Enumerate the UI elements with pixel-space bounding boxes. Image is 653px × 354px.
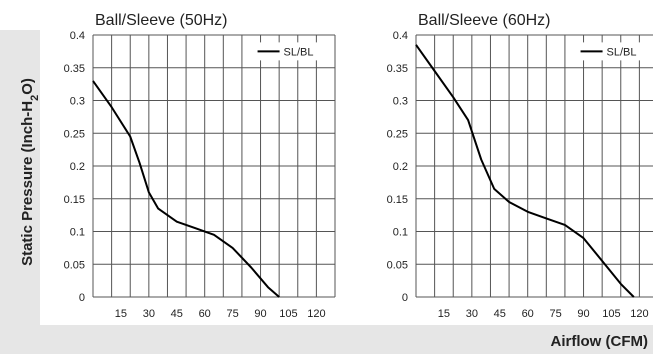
y-tick-label: 0.35 xyxy=(387,63,408,75)
series-line xyxy=(415,44,635,298)
y-tick-label: 0 xyxy=(79,292,85,304)
x-tick-label: 120 xyxy=(630,308,648,320)
y-tick-label: 0.2 xyxy=(393,161,408,173)
bottom-band xyxy=(0,325,653,354)
x-tick-label: 60 xyxy=(522,308,534,320)
background-bands xyxy=(0,30,653,354)
chart-panel-2: 0.4 0.35 0.3 0.25 0.2 0.15 0.1 0.05 0 15 30 45 60 75 9… xyxy=(387,12,653,320)
x-tick-label: 30 xyxy=(143,308,155,320)
y-tick-label: 0.2 xyxy=(70,161,85,173)
x-tick-label: 120 xyxy=(307,308,325,320)
x-tick-label: 75 xyxy=(226,308,238,320)
series-line xyxy=(92,80,280,298)
x-tick-label: 15 xyxy=(115,308,127,320)
y-tick-label: 0.25 xyxy=(64,128,85,140)
left-band xyxy=(0,30,40,325)
x-tick-label: 30 xyxy=(466,308,478,320)
y-tick-label: 0.15 xyxy=(387,194,408,206)
legend-box xyxy=(251,42,332,61)
chart-title: Ball/Sleeve (50Hz) xyxy=(95,12,228,29)
x-tick-label: 75 xyxy=(549,308,561,320)
x-tick-label: 90 xyxy=(254,308,266,320)
x-tick-label: 45 xyxy=(494,308,506,320)
y-tick-label: 0.1 xyxy=(70,227,85,239)
x-tick-label: 90 xyxy=(577,308,589,320)
y-tick-label: 0 xyxy=(402,292,408,304)
legend-box xyxy=(574,42,653,61)
y-tick-label: 0.05 xyxy=(387,259,408,271)
y-tick-label: 0.15 xyxy=(64,194,85,206)
y-tick-label: 0.35 xyxy=(64,63,85,75)
y-tick-label: 0.3 xyxy=(393,96,408,108)
y-axis-label: Static Pressure (Inch-H2O) xyxy=(19,78,41,266)
legend-label: SL/BL xyxy=(607,46,637,58)
x-tick-label: 60 xyxy=(199,308,211,320)
x-tick-label: 45 xyxy=(171,308,183,320)
y-tick-label: 0.05 xyxy=(64,259,85,271)
y-tick-label: 0.4 xyxy=(70,30,85,42)
chart-panel-1: 0.4 0.35 0.3 0.25 0.2 0.15 0.1 0.05 0 15 30 45 60 75 9… xyxy=(64,12,336,320)
x-tick-label: 105 xyxy=(602,308,620,320)
chart-title: Ball/Sleeve (60Hz) xyxy=(418,12,551,29)
y-tick-label: 0.25 xyxy=(387,128,408,140)
legend-label: SL/BL xyxy=(284,46,314,58)
x-axis-label: Airflow (CFM) xyxy=(551,333,648,350)
y-tick-label: 0.3 xyxy=(70,96,85,108)
x-tick-label: 15 xyxy=(438,308,450,320)
x-tick-label: 105 xyxy=(279,308,297,320)
y-tick-label: 0.1 xyxy=(393,227,408,239)
y-tick-label: 0.4 xyxy=(393,30,408,42)
